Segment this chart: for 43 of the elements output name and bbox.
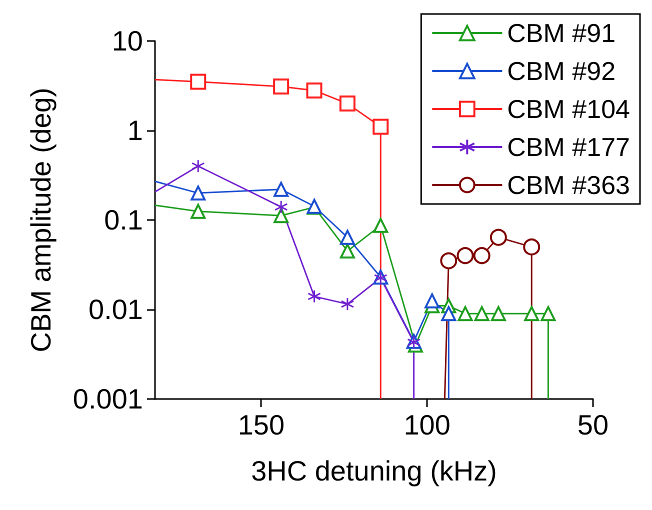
- point: [540, 306, 556, 322]
- point: [274, 182, 289, 197]
- point: [440, 252, 458, 270]
- point: [523, 238, 540, 256]
- x-tick-label: 50: [577, 410, 609, 440]
- point: [190, 186, 206, 201]
- point: [458, 306, 473, 322]
- point: [490, 228, 507, 246]
- legend-label: CBM #363: [507, 170, 630, 200]
- legend-label: CBM #177: [507, 132, 630, 162]
- x-tick-label: 100: [404, 410, 450, 440]
- y-tick-label: 1: [127, 115, 143, 146]
- legend-label: CBM #91: [507, 18, 616, 48]
- y-tick-label: 0.001: [72, 384, 143, 414]
- point: [473, 247, 490, 264]
- point: [274, 208, 289, 224]
- point: [273, 78, 290, 95]
- point: [308, 290, 322, 304]
- point: [339, 96, 356, 112]
- point: [274, 200, 288, 214]
- y-axis-title: CBM amplitude (deg): [26, 88, 56, 352]
- point: [340, 297, 354, 311]
- x-axis-title: 3HC detuning (kHz): [251, 456, 497, 486]
- point: [524, 306, 540, 322]
- legend-label: CBM #104: [507, 94, 630, 124]
- point: [424, 293, 440, 308]
- point: [490, 306, 506, 322]
- y-tick-label: 0.1: [104, 204, 143, 236]
- y-tick-label: 10: [112, 26, 143, 56]
- point: [306, 82, 322, 98]
- x-tick-label: 150: [238, 410, 285, 440]
- point: [190, 74, 206, 90]
- point: [340, 230, 355, 245]
- point: [372, 118, 389, 135]
- y-tick-label: 0.01: [88, 294, 143, 325]
- point: [456, 247, 474, 264]
- point: [441, 306, 456, 322]
- point: [190, 204, 206, 219]
- legend-label: CBM #92: [507, 56, 616, 86]
- point: [340, 244, 355, 259]
- point: [373, 218, 388, 233]
- point: [191, 159, 205, 173]
- point: [474, 306, 490, 322]
